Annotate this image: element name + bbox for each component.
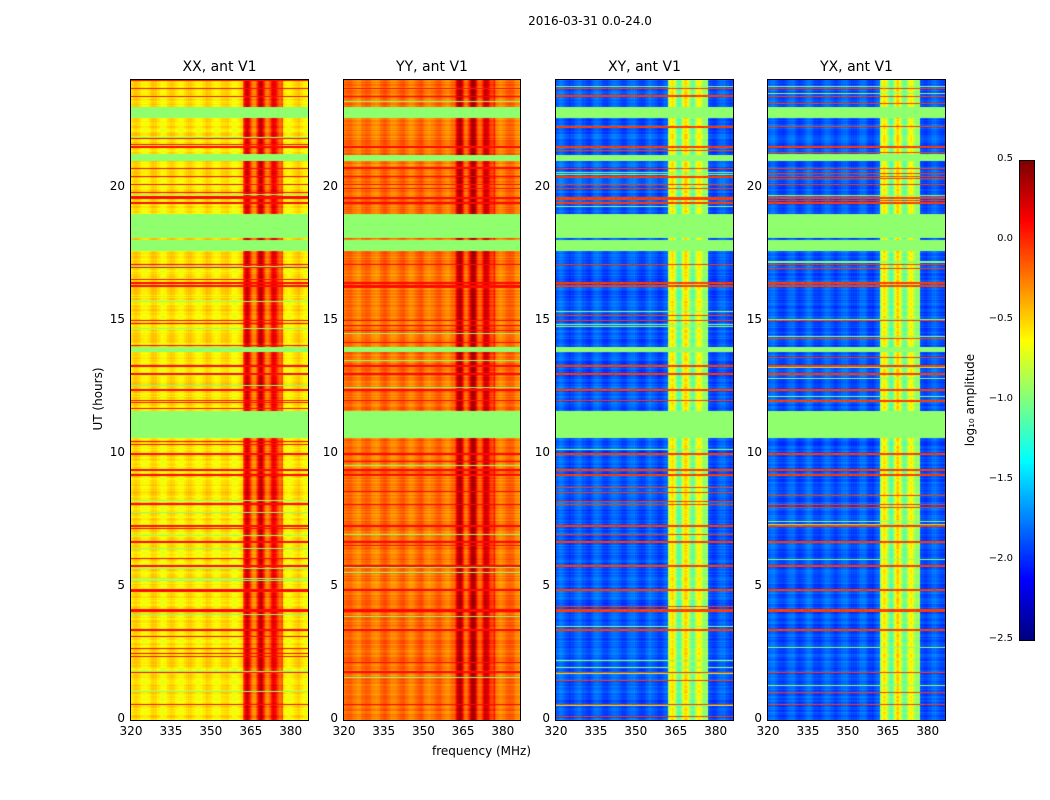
y-tick-label: 20 xyxy=(534,178,550,193)
heatmap-panel-xx xyxy=(130,79,309,721)
heatmap-yy xyxy=(344,80,520,720)
heatmap-xy xyxy=(556,80,733,720)
x-tick-label: 380 xyxy=(704,724,728,738)
colorbar-tick-label: −2.0 xyxy=(988,553,1013,564)
heatmap-panel-yx xyxy=(767,79,946,721)
figure-title: 2016-03-31 0.0-24.0 xyxy=(528,14,652,28)
colorbar-tick-label: 0.0 xyxy=(997,233,1013,244)
x-tick-label: 320 xyxy=(756,724,780,738)
panel-title-xy: XY, ant V1 xyxy=(608,59,681,75)
x-tick-label: 350 xyxy=(411,724,435,738)
y-tick-label: 0 xyxy=(117,711,125,725)
y-tick-label: 15 xyxy=(534,311,550,326)
colorbar-tick-label: −0.5 xyxy=(988,313,1013,324)
y-tick-label: 10 xyxy=(109,444,125,459)
x-tick-label: 320 xyxy=(332,724,356,738)
x-axis-label: frequency (MHz) xyxy=(432,744,532,758)
y-tick-label: 10 xyxy=(534,444,550,459)
y-tick-label: 15 xyxy=(109,311,125,326)
colorbar-gradient xyxy=(1020,161,1034,640)
y-tick-label: 0 xyxy=(542,711,550,725)
x-tick-label: 380 xyxy=(916,724,940,738)
x-tick-label: 365 xyxy=(451,724,475,738)
y-tick-label: 15 xyxy=(322,311,338,326)
y-tick-label: 5 xyxy=(754,577,762,592)
heatmap-yx xyxy=(768,80,945,720)
colorbar-label: log₁₀ amplitude xyxy=(963,353,977,447)
x-tick-label: 365 xyxy=(876,724,900,738)
x-tick-label: 365 xyxy=(664,724,688,738)
heatmap-xx xyxy=(131,80,308,720)
colorbar-tick-label: −1.5 xyxy=(988,473,1013,484)
x-tick-label: 350 xyxy=(624,724,648,738)
heatmap-panel-yy xyxy=(343,79,521,721)
x-tick-label: 320 xyxy=(544,724,568,738)
y-tick-label: 20 xyxy=(109,178,125,193)
colorbar xyxy=(1019,160,1035,641)
x-tick-label: 350 xyxy=(836,724,860,738)
x-tick-label: 380 xyxy=(279,724,303,738)
panel-title-yy: YY, ant V1 xyxy=(396,59,468,75)
x-tick-label: 380 xyxy=(491,724,515,738)
x-tick-label: 335 xyxy=(796,724,820,738)
colorbar-tick-label: −2.5 xyxy=(988,633,1013,644)
y-tick-label: 20 xyxy=(322,178,338,193)
y-tick-label: 0 xyxy=(330,711,338,725)
panel-title-xx: XX, ant V1 xyxy=(182,59,257,75)
x-tick-label: 350 xyxy=(199,724,223,738)
y-tick-label: 0 xyxy=(754,711,762,725)
y-tick-label: 5 xyxy=(117,577,125,592)
y-tick-label: 20 xyxy=(746,178,762,193)
x-tick-label: 335 xyxy=(159,724,183,738)
y-axis-label: UT (hours) xyxy=(91,367,105,431)
x-tick-label: 365 xyxy=(239,724,263,738)
y-tick-label: 15 xyxy=(746,311,762,326)
colorbar-tick-label: 0.5 xyxy=(997,153,1013,164)
panel-title-yx: YX, ant V1 xyxy=(820,59,893,75)
x-tick-label: 335 xyxy=(372,724,396,738)
y-tick-label: 10 xyxy=(322,444,338,459)
y-tick-label: 5 xyxy=(542,577,550,592)
colorbar-tick-label: −1.0 xyxy=(988,393,1013,404)
y-tick-label: 5 xyxy=(330,577,338,592)
x-tick-label: 335 xyxy=(584,724,608,738)
y-tick-label: 10 xyxy=(746,444,762,459)
heatmap-panel-xy xyxy=(555,79,734,721)
x-tick-label: 320 xyxy=(119,724,143,738)
